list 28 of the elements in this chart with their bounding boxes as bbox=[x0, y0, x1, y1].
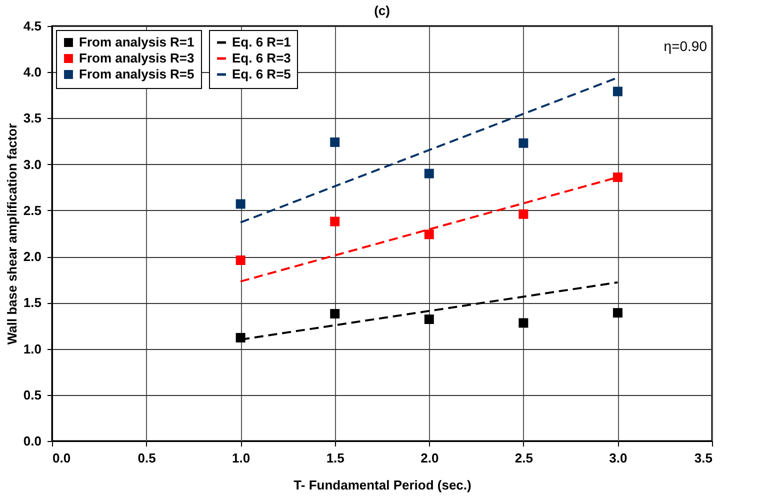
annotation: η=0.90 bbox=[664, 38, 708, 54]
y-tick-label: 2.0 bbox=[23, 249, 42, 264]
x-tick-label: 1.5 bbox=[326, 450, 344, 466]
y-tick-label: 0.0 bbox=[23, 434, 42, 448]
x-axis-title: T- Fundamental Period (sec.) bbox=[294, 478, 472, 492]
y-tick-label: 4.0 bbox=[23, 64, 42, 80]
y-axis-title: Wall base shear amplification factor bbox=[4, 123, 20, 345]
legend-label: From analysis R=1 bbox=[79, 34, 194, 50]
x-tick-label: 3.5 bbox=[694, 450, 712, 466]
x-tick-label: 1.0 bbox=[232, 450, 250, 466]
chart-title: (c) bbox=[374, 3, 390, 18]
y-tick-label: 1.5 bbox=[23, 295, 42, 310]
y-tick-label: 2.5 bbox=[23, 202, 42, 218]
legend-label: Eq. 6 R=5 bbox=[232, 66, 291, 82]
y-tick-label: 3.5 bbox=[23, 110, 42, 126]
legend-label: From analysis R=5 bbox=[79, 66, 194, 82]
y-tick-label: 1.0 bbox=[23, 341, 42, 356]
x-tick-label: 0.0 bbox=[52, 450, 71, 466]
x-tick-label: 2.5 bbox=[514, 450, 533, 466]
y-tick-label: 4.5 bbox=[23, 18, 42, 34]
legend-label: Eq. 6 R=3 bbox=[232, 50, 291, 66]
x-tick-label: 2.0 bbox=[420, 450, 439, 466]
legend-label: Eq. 6 R=1 bbox=[232, 34, 291, 50]
y-tick-label: 0.5 bbox=[23, 387, 42, 402]
x-tick-label: 3.0 bbox=[609, 450, 628, 466]
y-tick-label: 3.0 bbox=[23, 156, 42, 172]
x-tick-label: 0.5 bbox=[138, 450, 156, 466]
legend-label: From analysis R=3 bbox=[79, 50, 194, 66]
